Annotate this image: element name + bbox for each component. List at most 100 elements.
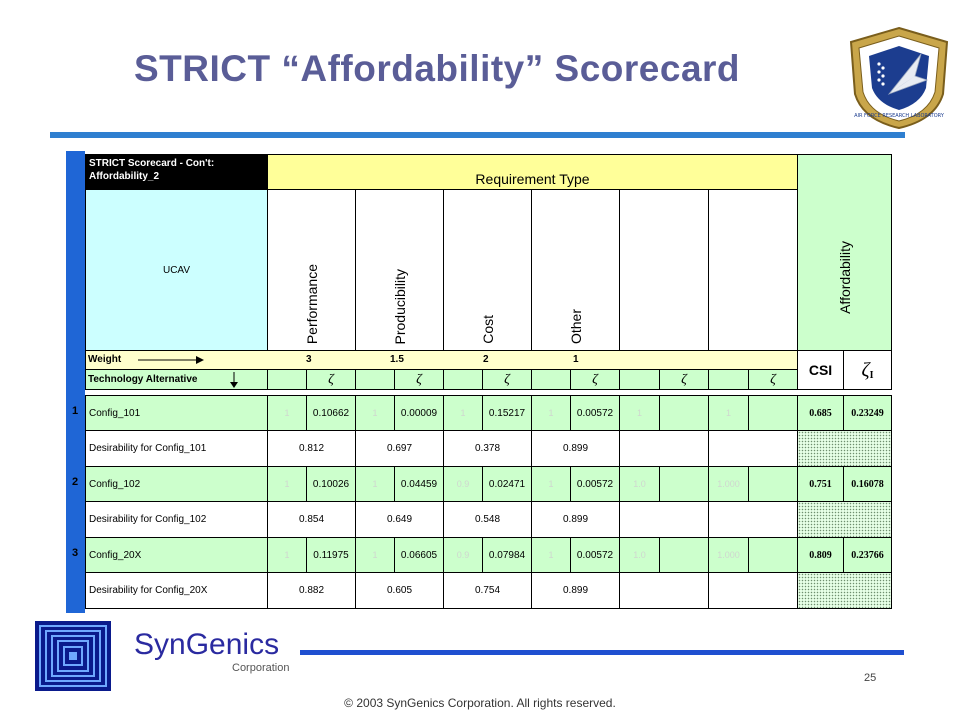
desirability-value (619, 430, 709, 467)
zeta-value (748, 537, 798, 573)
faint-value: 1 (443, 395, 483, 431)
requirement-type-header: Requirement Type (267, 154, 798, 190)
zeta-i-value: 0.16078 (843, 466, 892, 502)
desirability-label: Desirability for Config_102 (85, 501, 268, 538)
requirement-other: Other (531, 189, 620, 351)
desirability-hatch-cell (797, 572, 892, 609)
config-name: Config_102 (85, 466, 268, 502)
zeta-value: 0.00572 (570, 537, 620, 573)
row-number: 1 (72, 405, 79, 417)
zeta-value: 0.10662 (306, 395, 356, 431)
zeta-value (659, 537, 709, 573)
csi-header: CSI (797, 350, 844, 390)
zeta-value (659, 395, 709, 431)
faint-value: 0.9 (443, 537, 483, 573)
zeta-value: 0.00572 (570, 395, 620, 431)
desirability-value: 0.754 (443, 572, 532, 609)
faint-value: 1 (355, 537, 395, 573)
syngenics-logo-icon (35, 621, 111, 691)
faint-value: 1 (355, 466, 395, 502)
faint-value: 1 (531, 537, 571, 573)
tech-placeholder-cell (708, 369, 749, 390)
desirability-value (708, 501, 798, 538)
desirability-value (708, 430, 798, 467)
desirability-hatch-cell (797, 430, 892, 467)
zeta-value: 0.07984 (482, 537, 532, 573)
zeta-value: 0.11975 (306, 537, 356, 573)
tech-placeholder-cell (443, 369, 483, 390)
zeta-symbol: ζ (306, 369, 356, 390)
copyright-notice: © 2003 SynGenics Corporation. All rights… (344, 696, 616, 710)
page-number: 25 (864, 672, 877, 684)
desirability-value (619, 572, 709, 609)
faint-value: 0.9 (443, 466, 483, 502)
faint-value: 1 (708, 395, 749, 431)
faint-value: 1.0 (619, 466, 660, 502)
desirability-value: 0.649 (355, 501, 444, 538)
faint-value: 1 (267, 537, 307, 573)
requirement-empty-1 (619, 189, 709, 351)
zeta-symbol: ζ (482, 369, 532, 390)
config-name: Config_101 (85, 395, 268, 431)
desirability-label: Desirability for Config_101 (85, 430, 268, 467)
desirability-value: 0.548 (443, 501, 532, 538)
zeta-value: 0.15217 (482, 395, 532, 431)
footer-divider (300, 650, 904, 655)
zeta-i-value: 0.23249 (843, 395, 892, 431)
tech-placeholder-cell (531, 369, 571, 390)
tech-placeholder-cell (267, 369, 307, 390)
faint-value: 1 (619, 395, 660, 431)
faint-value: 1 (267, 395, 307, 431)
zeta-value: 0.06605 (394, 537, 444, 573)
csi-value: 0.809 (797, 537, 844, 573)
faint-value: 1.0 (619, 537, 660, 573)
desirability-value: 0.882 (267, 572, 356, 609)
zeta-symbol: ζ (748, 369, 798, 390)
desirability-value: 0.378 (443, 430, 532, 467)
faint-value: 1 (355, 395, 395, 431)
zeta-value: 0.00009 (394, 395, 444, 431)
row-number: 2 (72, 476, 79, 488)
scorecard-header: STRICT Scorecard - Con't: Affordability_… (85, 154, 268, 190)
faint-value: 1.000 (708, 537, 749, 573)
title-divider (50, 132, 905, 138)
desirability-value (708, 572, 798, 609)
weight-label: Weight (88, 354, 122, 365)
weight-producibility: 1.5 (390, 354, 404, 365)
desirability-value: 0.605 (355, 572, 444, 609)
arrow-right-icon (138, 356, 204, 364)
requirement-producibility: Producibility (355, 189, 444, 351)
zeta-value: 0.00572 (570, 466, 620, 502)
tech-placeholder-cell (355, 369, 395, 390)
requirement-cost: Cost (443, 189, 532, 351)
weight-performance: 3 (306, 354, 312, 365)
affordability-header: Affordability (797, 154, 892, 351)
sheet-row-header-strip (66, 151, 85, 613)
faint-value: 1.000 (708, 466, 749, 502)
desirability-hatch-cell (797, 501, 892, 538)
brand-name: SynGenics (134, 628, 280, 661)
zeta-value: 0.02471 (482, 466, 532, 502)
csi-value: 0.751 (797, 466, 844, 502)
zeta-value: 0.10026 (306, 466, 356, 502)
row-number: 3 (72, 547, 79, 559)
faint-value: 1 (267, 466, 307, 502)
desirability-value: 0.899 (531, 572, 620, 609)
zeta-value: 0.04459 (394, 466, 444, 502)
desirability-label: Desirability for Config_20X (85, 572, 268, 609)
desirability-value: 0.899 (531, 501, 620, 538)
requirement-empty-2 (708, 189, 798, 351)
brand-subtitle: Corporation (232, 662, 290, 674)
weight-cost: 2 (483, 354, 489, 365)
zeta-value (748, 395, 798, 431)
zeta-symbol: ζ (394, 369, 444, 390)
arrow-down-icon (230, 372, 238, 388)
project-name: UCAV (85, 189, 268, 351)
desirability-value: 0.812 (267, 430, 356, 467)
weight-other: 1 (573, 354, 579, 365)
config-name: Config_20X (85, 537, 268, 573)
zeta-value (748, 466, 798, 502)
faint-value: 1 (531, 395, 571, 431)
zeta-symbol: ζ (659, 369, 709, 390)
